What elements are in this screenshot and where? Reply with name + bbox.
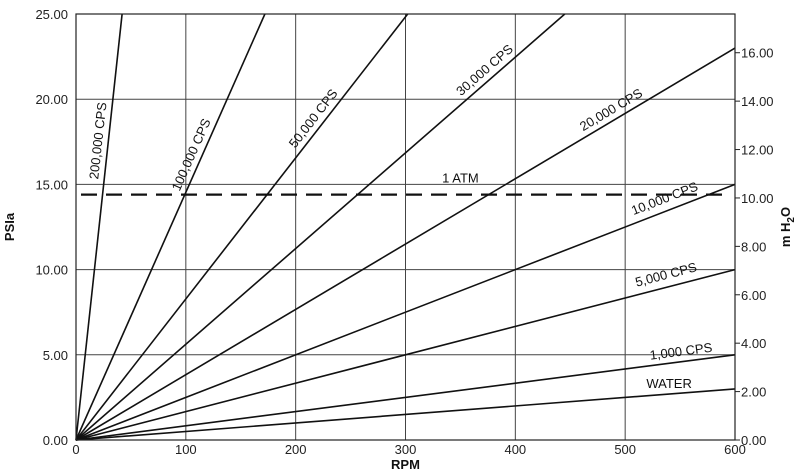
series-line: [75, 13, 266, 441]
y2-tick-label: 6.00: [741, 288, 766, 303]
y2-tick-label: 14.00: [741, 94, 774, 109]
x-tick-label: 0: [72, 442, 79, 457]
y-tick-label: 5.00: [43, 348, 68, 363]
series-line: [75, 47, 736, 441]
x-tick-label: 400: [504, 442, 526, 457]
y-tick-label: 0.00: [43, 433, 68, 448]
y2-tick-label: 4.00: [741, 336, 766, 351]
series-line: [75, 183, 736, 441]
series-line: [75, 13, 123, 441]
y-tick-label: 15.00: [35, 177, 68, 192]
series-lines: [75, 13, 736, 441]
x-tick-label: 100: [175, 442, 197, 457]
y2-tick-label: 8.00: [741, 239, 766, 254]
series-label: 50,000 CPS: [286, 86, 341, 151]
x-tick-label: 600: [724, 442, 746, 457]
x-axis-label: RPM: [391, 457, 420, 472]
series-line: [75, 13, 566, 441]
y-axis-label: PSIa: [2, 212, 17, 241]
series-label: WATER: [646, 376, 692, 391]
y2-tick-label: 12.00: [741, 143, 774, 158]
series-label: 30,000 CPS: [453, 41, 516, 99]
y2-axis-label: m H2O: [778, 207, 797, 247]
y-tick-label: 25.00: [35, 7, 68, 22]
y2-tick-label: 10.00: [741, 191, 774, 206]
series-line: [75, 354, 736, 441]
x-tick-label: 200: [285, 442, 307, 457]
y-tick-label: 10.00: [35, 263, 68, 278]
series-line: [75, 13, 409, 441]
y2-tick-label: 16.00: [741, 46, 774, 61]
series-line: [75, 268, 736, 441]
series-line: [75, 388, 736, 441]
plot-frame: [75, 13, 736, 441]
reference-line-label: 1 ATM: [442, 171, 479, 186]
y-tick-label: 20.00: [35, 92, 68, 107]
series-label: 5,000 CPS: [634, 259, 699, 289]
series-label: 20,000 CPS: [577, 85, 645, 134]
tick-labels: 0 100 200 300 400 500 6000.005.0010.0015.0020.…: [35, 7, 773, 457]
y2-tick-label: 0.00: [741, 433, 766, 448]
x-tick-label: 500: [614, 442, 636, 457]
x-tick-label: 300: [395, 442, 417, 457]
grid: [75, 13, 736, 441]
y2-tick-label: 2.00: [741, 385, 766, 400]
reference-line-group: 1 ATM: [81, 171, 730, 196]
